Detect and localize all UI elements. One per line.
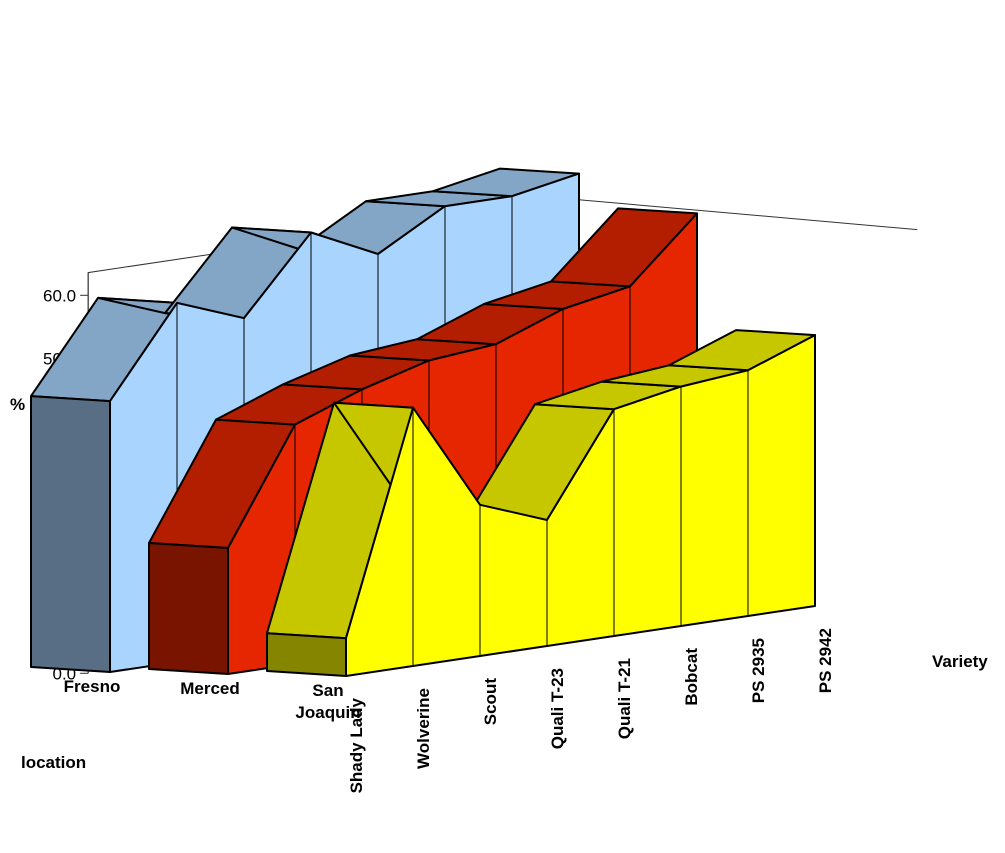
series-san-joaquin xyxy=(266,329,816,677)
data-ribbons xyxy=(30,167,816,677)
series-label: San Joaquin xyxy=(295,681,360,722)
x-tick-label: Bobcat xyxy=(682,648,701,706)
series-axis-title: location xyxy=(21,753,86,772)
x-axis-title: Variety xyxy=(932,652,988,671)
y-tick-label: 60.0 xyxy=(43,286,76,305)
series-label: Fresno xyxy=(64,677,121,696)
series-label: Merced xyxy=(180,679,240,698)
side-wall-top xyxy=(577,199,918,231)
end-cap xyxy=(266,632,347,677)
end-cap xyxy=(30,395,111,673)
y-axis-title: % xyxy=(10,395,25,414)
x-axis: Shady Lady Wolverine Scout Quali T-23 Quali … xyxy=(347,628,835,793)
x-tick-label: PS 2935 xyxy=(749,638,768,703)
x-tick-label: Quali T-23 xyxy=(548,668,567,749)
x-tick-label: Quali T-21 xyxy=(615,658,634,739)
x-tick-label: Scout xyxy=(481,678,500,726)
x-tick-label: PS 2942 xyxy=(816,628,835,693)
end-cap xyxy=(148,542,229,675)
x-tick-label: Wolverine xyxy=(414,688,433,769)
x-tick-label: Shady Lady xyxy=(347,697,366,793)
series-axis: Fresno Merced San Joaquin xyxy=(64,677,361,722)
